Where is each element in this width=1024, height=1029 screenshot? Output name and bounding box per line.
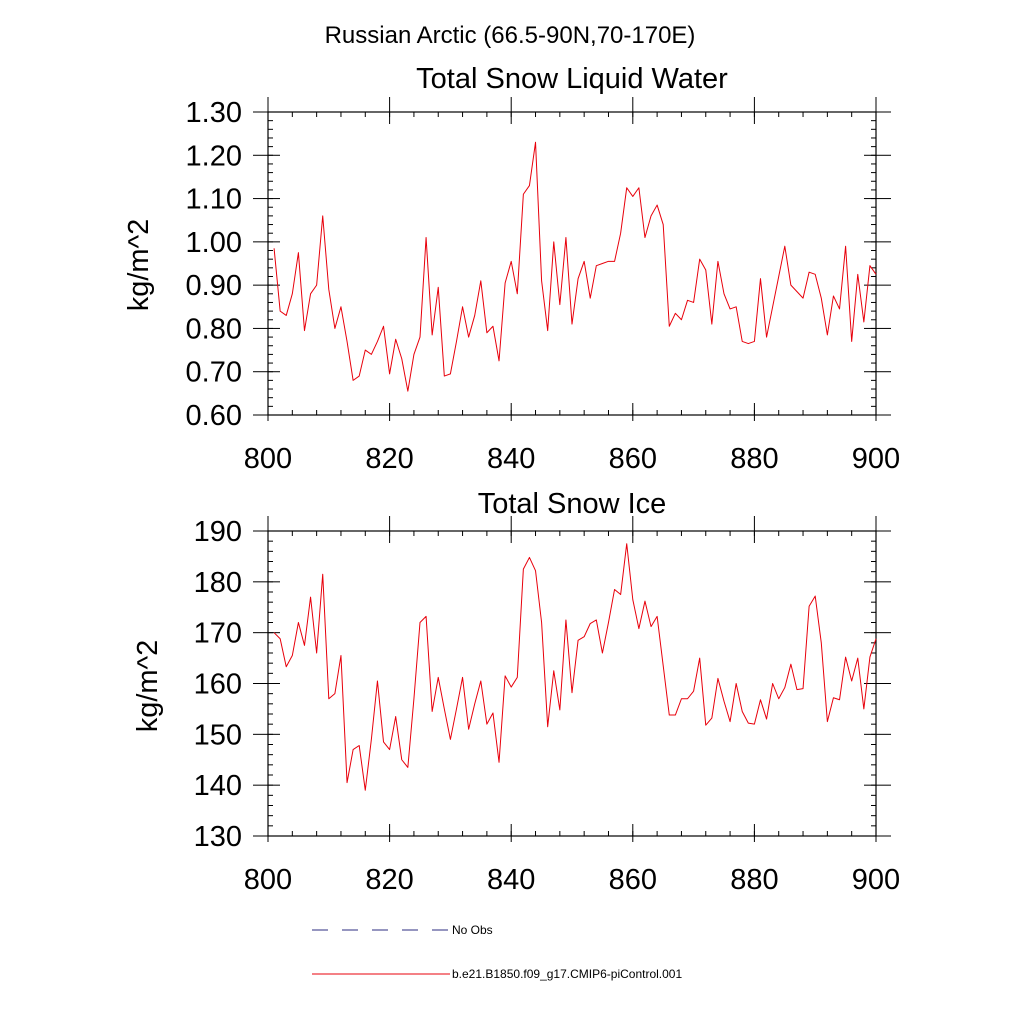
y-tick-label: 0.60 bbox=[186, 400, 242, 432]
series-line bbox=[273, 543, 877, 791]
y-tick-label: 190 bbox=[194, 516, 242, 548]
x-tick-label: 840 bbox=[487, 443, 535, 475]
x-tick-label: 820 bbox=[365, 443, 413, 475]
x-tick-label: 900 bbox=[852, 443, 900, 475]
y-tick-label: 1.30 bbox=[186, 97, 242, 129]
plot-frame bbox=[267, 530, 877, 837]
y-tick-label: 0.70 bbox=[186, 357, 242, 389]
y-tick-label: 170 bbox=[194, 618, 242, 650]
series-line bbox=[273, 141, 877, 392]
page-title: Russian Arctic (66.5-90N,70-170E) bbox=[325, 22, 696, 49]
panel-snow-ice: Total Snow Ice kg/m^2 800 820 840 860 880 900… bbox=[132, 488, 900, 896]
y-tick-label: 1.20 bbox=[186, 140, 242, 172]
y-tick-label: 130 bbox=[194, 821, 242, 853]
panel-snow-liquid-water: Total Snow Liquid Water kg/m^2 800 820 840… bbox=[123, 63, 900, 475]
x-tick-label: 820 bbox=[365, 864, 413, 896]
y-tick-label: 180 bbox=[194, 567, 242, 599]
chart-title: Total Snow Liquid Water bbox=[416, 63, 728, 95]
chart-title: Total Snow Ice bbox=[478, 488, 667, 520]
y-tick-label: 1.10 bbox=[186, 184, 242, 216]
y-axis-label: kg/m^2 bbox=[123, 219, 155, 312]
legend-label: No Obs bbox=[452, 923, 493, 937]
x-tick-label: 800 bbox=[244, 443, 292, 475]
y-tick-label: 1.00 bbox=[186, 227, 242, 259]
x-tick-label: 900 bbox=[852, 864, 900, 896]
tick-labels: 800 820 840 860 880 900 0.60 0.70 0.80 0.90 1.00 1.… bbox=[186, 97, 901, 475]
y-axis-label: kg/m^2 bbox=[132, 640, 164, 733]
x-tick-label: 880 bbox=[730, 864, 778, 896]
y-tick-label: 140 bbox=[194, 770, 242, 802]
tick-labels: 800 820 840 860 880 900 130 140 150 160 170 180 190 bbox=[194, 516, 901, 896]
y-tick-label: 0.80 bbox=[186, 313, 242, 345]
legend-label: b.e21.B1850.f09_g17.CMIP6-piControl.001 bbox=[452, 967, 682, 981]
x-tick-label: 800 bbox=[244, 864, 292, 896]
legend: No Obs b.e21.B1850.f09_g17.CMIP6-piContr… bbox=[312, 923, 682, 981]
y-tick-label: 0.90 bbox=[186, 270, 242, 302]
tick-marks bbox=[253, 97, 891, 421]
x-tick-label: 840 bbox=[487, 864, 535, 896]
legend-entry-no-obs: No Obs bbox=[312, 923, 493, 937]
x-tick-label: 860 bbox=[609, 864, 657, 896]
tick-marks bbox=[253, 516, 891, 842]
legend-entry-model: b.e21.B1850.f09_g17.CMIP6-piControl.001 bbox=[312, 967, 682, 981]
y-tick-label: 150 bbox=[194, 719, 242, 751]
plot-frame bbox=[267, 111, 877, 416]
x-tick-label: 860 bbox=[609, 443, 657, 475]
x-tick-label: 880 bbox=[730, 443, 778, 475]
y-tick-label: 160 bbox=[194, 669, 242, 701]
